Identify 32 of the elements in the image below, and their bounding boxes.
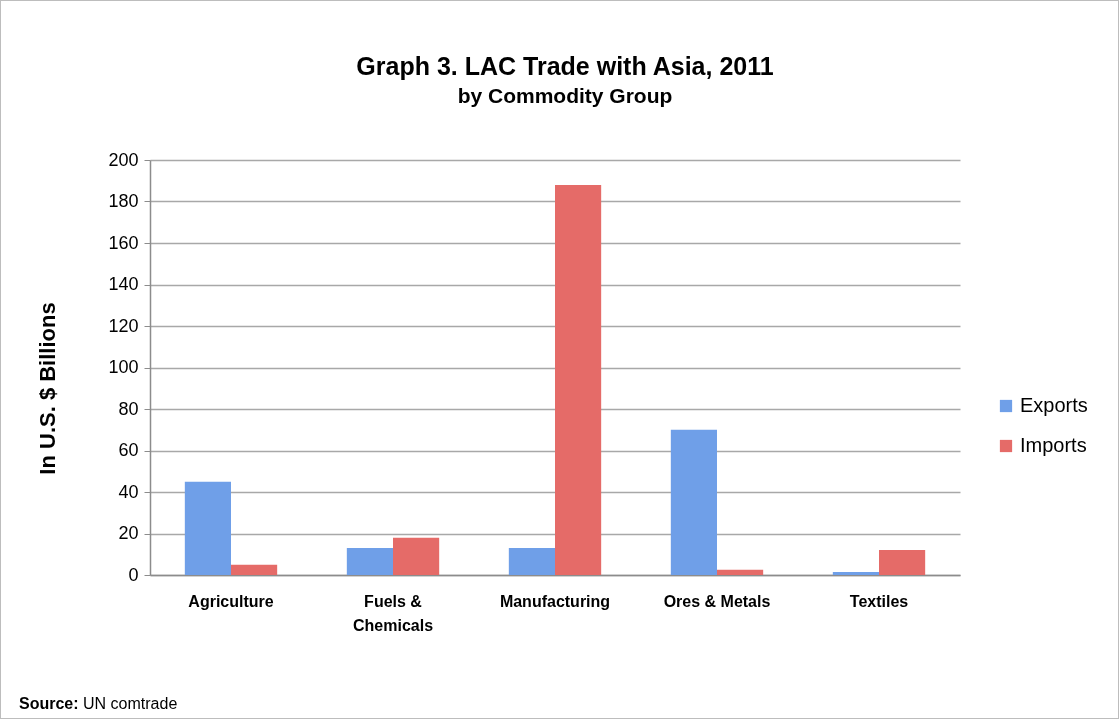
- y-tick-label: 160: [108, 232, 139, 253]
- y-tick-label: 100: [108, 357, 139, 377]
- legend-label: Exports: [1020, 394, 1088, 416]
- y-tick-label: 0: [128, 564, 139, 585]
- legend-label: Imports: [1020, 434, 1087, 456]
- bar: [879, 550, 926, 575]
- source-note: Source: UN comtrade: [19, 694, 178, 714]
- bar: [346, 548, 393, 575]
- bar: [555, 184, 602, 575]
- y-tick-label: 20: [118, 523, 139, 543]
- y-tick-label: 60: [118, 440, 139, 460]
- bar: [508, 548, 555, 575]
- x-tick-label: Textiles: [849, 592, 909, 610]
- y-tick-label: 140: [108, 274, 139, 294]
- bar: [670, 429, 717, 575]
- y-tick-label: 200: [108, 149, 139, 170]
- y-axis-title: In U.S. $ Billions: [34, 302, 60, 475]
- bar: [393, 537, 440, 575]
- y-tick-label: 40: [118, 481, 139, 502]
- chart-title: Graph 3. LAC Trade with Asia, 2011: [356, 52, 774, 80]
- y-tick-label: 80: [118, 398, 139, 419]
- y-tick-label: 120: [108, 315, 139, 336]
- bar: [717, 569, 764, 575]
- x-tick-label: Manufacturing: [499, 592, 611, 610]
- bar: [184, 481, 231, 575]
- x-tick-label: Agriculture: [188, 592, 274, 610]
- bar: [832, 571, 879, 575]
- bar: [231, 564, 278, 575]
- chart-subtitle: by Commodity Group: [457, 84, 673, 107]
- x-tick-label: Ores & Metals: [663, 592, 771, 610]
- x-tick-label: Fuels & Chemicals: [352, 592, 434, 634]
- y-tick-label: 180: [108, 191, 139, 211]
